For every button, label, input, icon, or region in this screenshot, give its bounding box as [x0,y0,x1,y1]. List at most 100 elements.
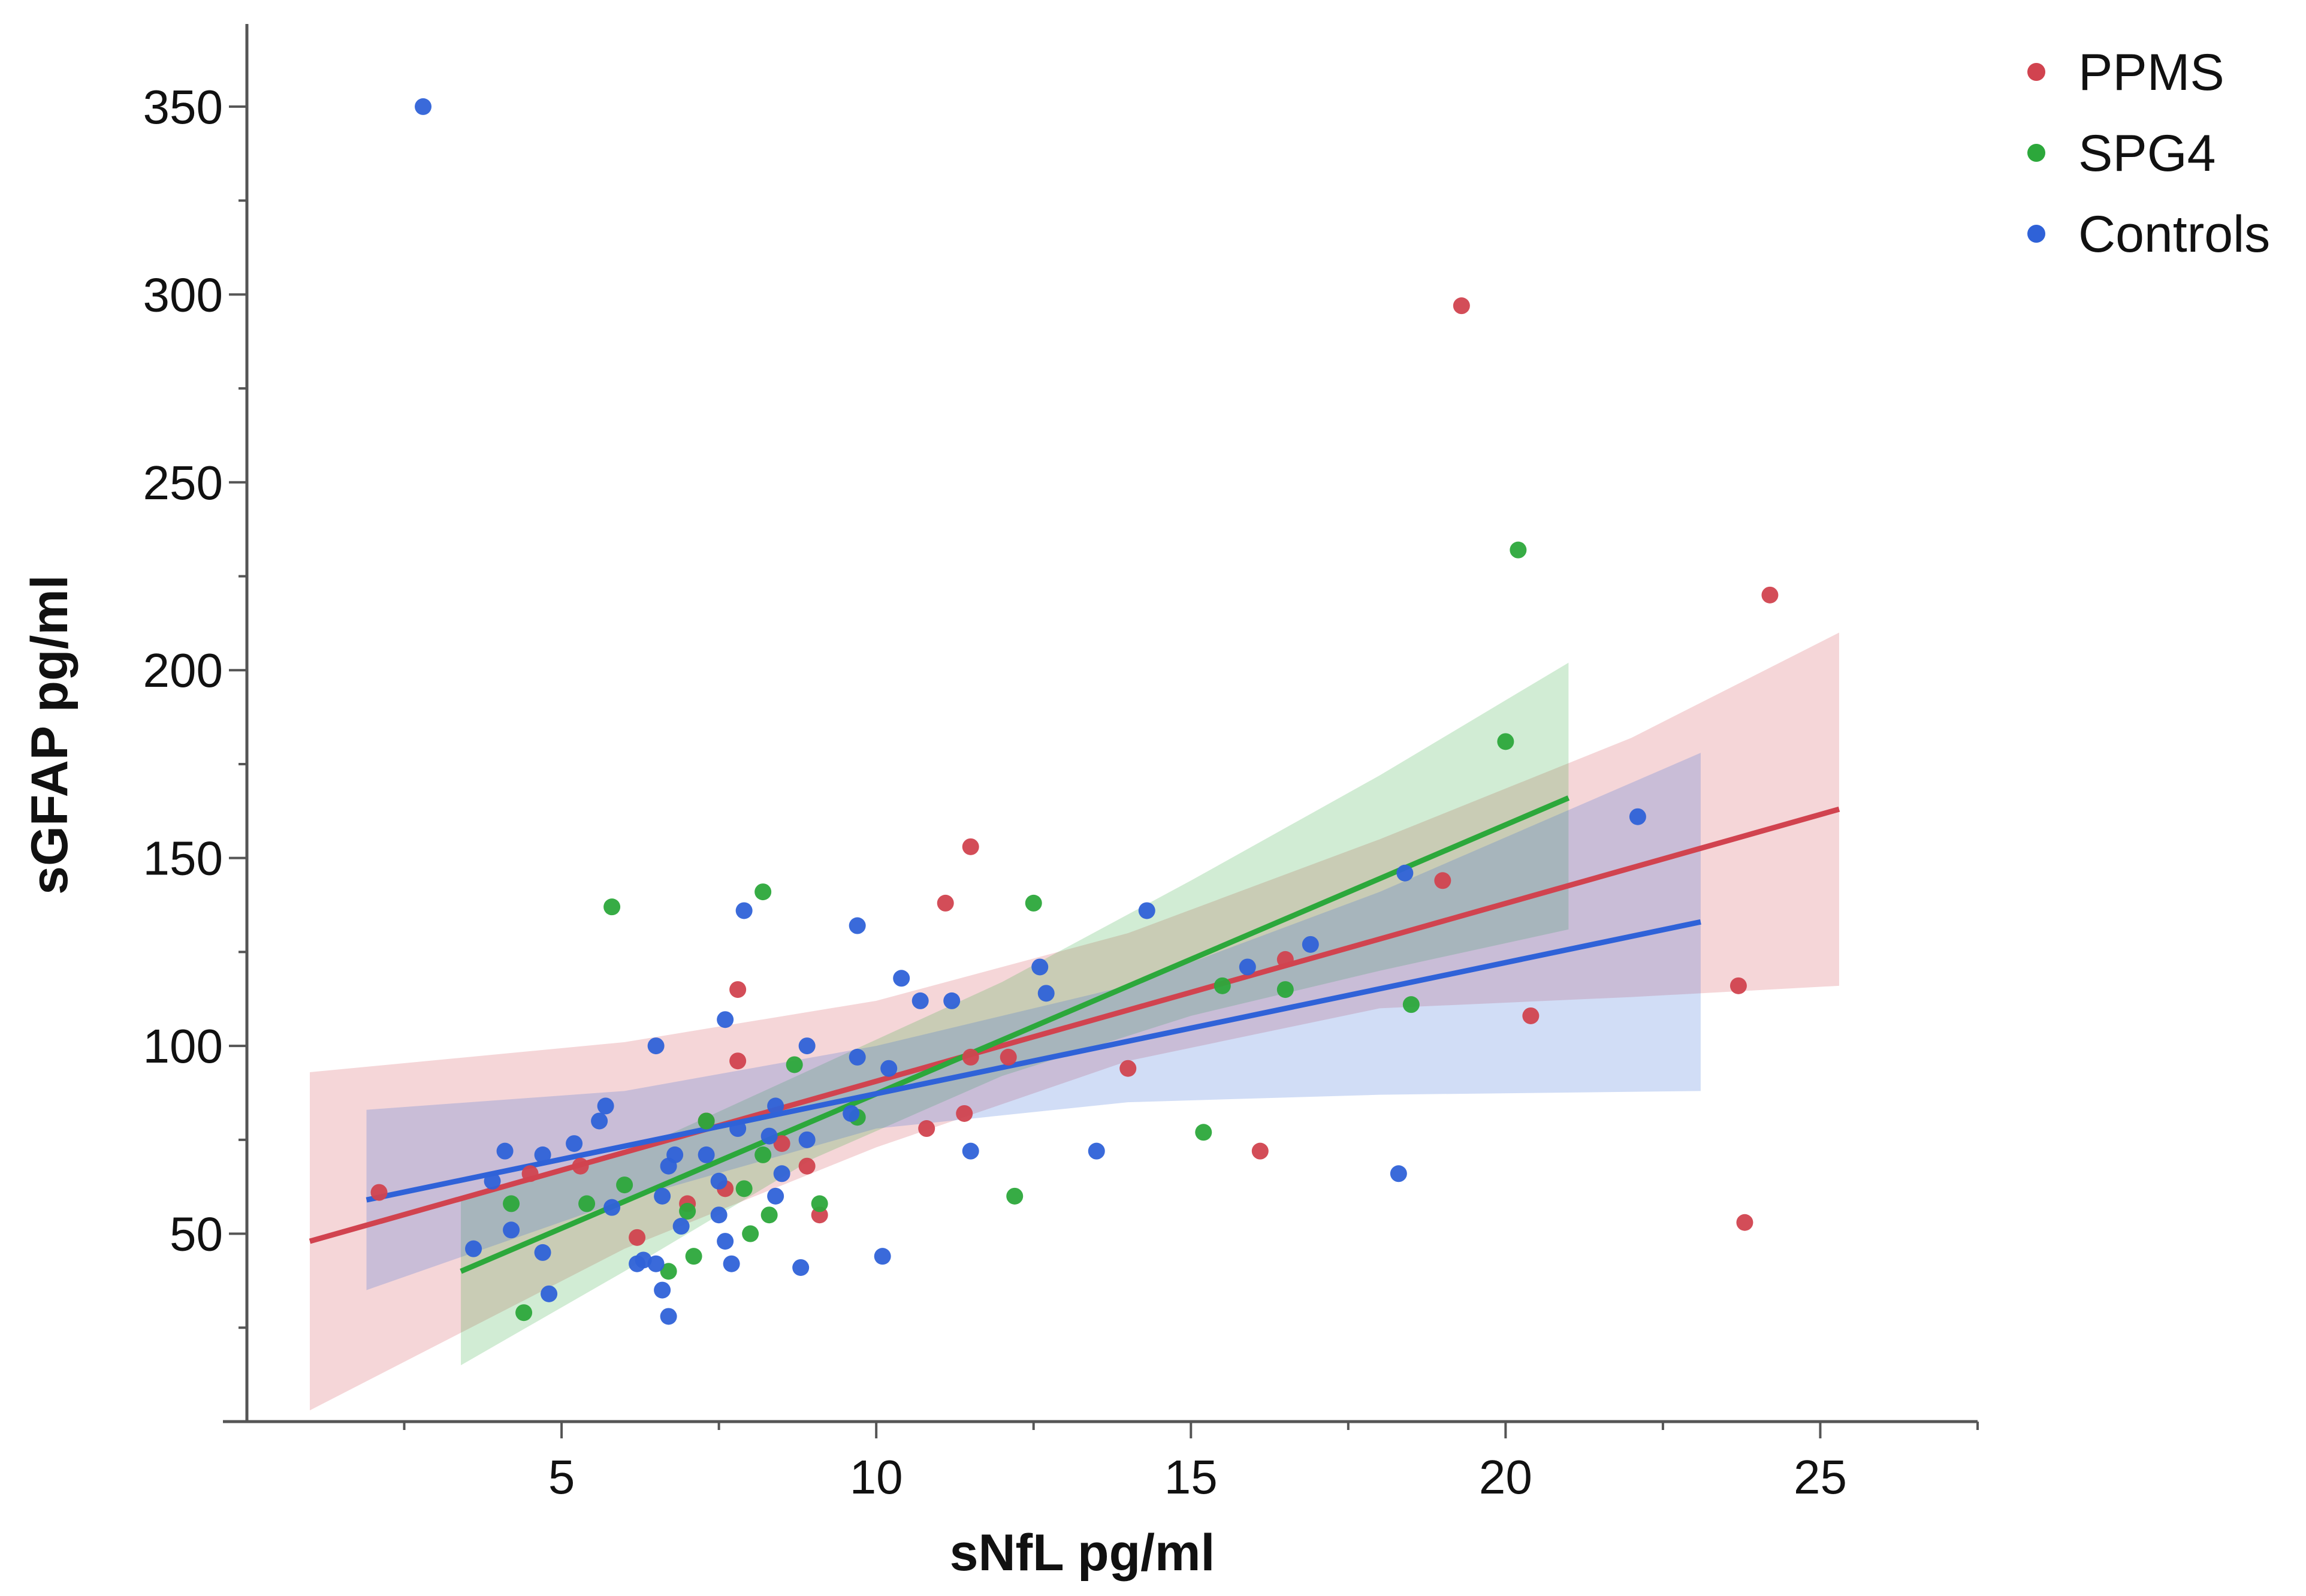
controls-point [773,1165,790,1182]
controls-point [672,1218,690,1235]
x-tick-label: 25 [1794,1450,1847,1504]
legend-label-controls: Controls [2078,206,2270,263]
controls-point [603,1199,621,1216]
controls-point [798,1037,816,1055]
x-tick-label: 20 [1479,1450,1532,1504]
axes: 5 10 15 20 25 50 100 150 200 250 300 350 [143,24,1979,1504]
y-tick-label: 200 [143,644,223,697]
controls-point [534,1146,551,1163]
spg4-point [685,1248,702,1265]
controls-point [767,1097,784,1115]
x-axis-ticks: 5 10 15 20 25 [403,1422,1979,1504]
controls-point [484,1172,501,1190]
spg4-point [742,1225,759,1242]
y-tick-label: 100 [143,1019,223,1073]
controls-point [566,1135,583,1153]
spg4-fit-line [460,795,1570,1274]
ppms-fit-line [309,806,1840,1244]
spg4-point [735,1180,753,1197]
ppms-point [918,1120,935,1138]
ppms-point [1434,872,1451,889]
y-tick-label: 150 [143,832,223,885]
ppms-point [572,1157,589,1175]
ppms-point [729,1052,747,1070]
data-points [370,98,1779,1325]
legend-marker-ppms [2027,63,2045,81]
ppms-point [962,1048,979,1066]
y-tick-label: 350 [143,80,223,134]
controls-point [660,1308,677,1325]
ppms-point [1730,977,1747,994]
controls-point [1088,1142,1105,1160]
controls-point [1396,864,1414,882]
controls-point [541,1285,558,1302]
ppms-point [1736,1214,1753,1231]
spg4-point [679,1202,696,1220]
controls-point [654,1187,671,1205]
y-tick-label: 300 [143,268,223,321]
legend-label-ppms: PPMS [2078,44,2224,101]
y-axis-ticks: 50 100 150 200 250 300 350 [143,80,247,1329]
ppms-point [1761,586,1779,604]
ppms-point [1119,1060,1137,1077]
controls-point [874,1248,891,1265]
controls-point [792,1259,810,1276]
controls-point [591,1112,608,1130]
ppms-point [1522,1007,1540,1024]
spg4-point [503,1195,520,1212]
controls-point [843,1105,860,1122]
controls-point [943,992,961,1009]
controls-point [635,1251,652,1269]
controls-point [597,1097,614,1115]
legend-label-spg4: SPG4 [2078,125,2216,182]
controls-point [503,1221,520,1239]
controls-point [723,1255,740,1272]
spg4-point [786,1056,803,1073]
controls-fit-line [366,919,1701,1203]
y-tick-label: 50 [170,1208,223,1261]
spg4-point [760,1206,778,1224]
spg4-point [1006,1187,1024,1205]
controls-point [654,1281,671,1299]
x-axis-title: sNfL pg/ml [950,1524,1215,1582]
controls-point [893,970,910,987]
ppms-point [773,1135,790,1153]
controls-point [496,1142,514,1160]
legend: PPMS SPG4 Controls [2027,44,2270,263]
spg4-point [811,1195,828,1212]
controls-point [415,98,432,115]
controls-point [962,1142,979,1160]
ppms-point [956,1105,973,1122]
controls-point [666,1146,684,1163]
ppms-point [962,838,979,855]
controls-point [647,1255,665,1272]
controls-point [849,1048,866,1066]
spg4-point [754,883,772,901]
spg4-point [1276,981,1294,998]
controls-point [698,1146,715,1163]
x-tick-label: 10 [850,1450,903,1504]
controls-point [717,1011,734,1028]
controls-point [1031,958,1049,976]
ppms-point [937,894,954,912]
spg4-point [1214,977,1231,994]
controls-point [880,1060,898,1077]
controls-point [1390,1165,1407,1182]
controls-point [1037,985,1055,1002]
spg4-point [1025,894,1042,912]
ppms-point [1453,297,1470,315]
x-tick-label: 15 [1164,1450,1218,1504]
controls-point [710,1206,728,1224]
controls-point [465,1240,482,1257]
controls-point [760,1127,778,1145]
ppms-point [1276,951,1294,968]
spg4-point [603,898,621,916]
controls-point [798,1131,816,1148]
spg4-point [1195,1124,1212,1141]
spg4-point [1402,996,1420,1013]
controls-point [647,1037,665,1055]
ppms-point [1000,1048,1017,1066]
controls-point [767,1187,784,1205]
